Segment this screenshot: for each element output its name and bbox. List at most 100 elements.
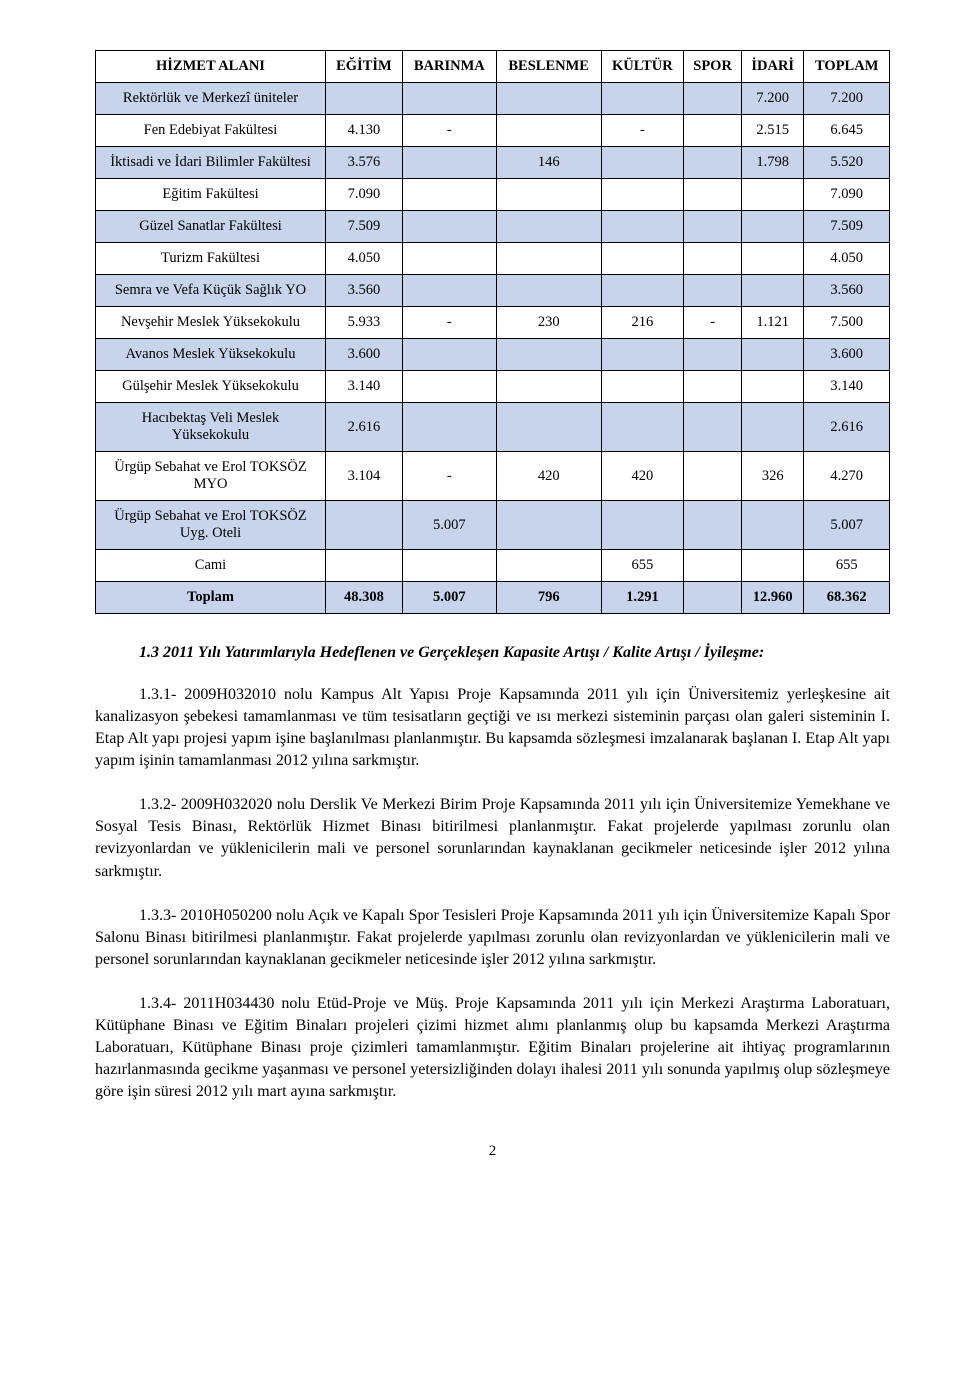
table-cell: 3.140 — [804, 371, 890, 403]
table-header-row: HİZMET ALANI EĞİTİM BARINMA BESLENME KÜL… — [96, 51, 890, 83]
table-cell — [402, 179, 496, 211]
table-cell: 1.121 — [742, 307, 804, 339]
table-cell — [496, 339, 601, 371]
table-cell — [601, 371, 684, 403]
table-cell — [496, 243, 601, 275]
table-cell: Ürgüp Sebahat ve Erol TOKSÖZ MYO — [96, 452, 326, 501]
table-cell: 3.560 — [326, 275, 403, 307]
table-cell — [742, 550, 804, 582]
table-cell: - — [402, 115, 496, 147]
table-cell: Gülşehir Meslek Yüksekokulu — [96, 371, 326, 403]
th-beslenme: BESLENME — [496, 51, 601, 83]
table-cell: - — [402, 307, 496, 339]
table-cell — [402, 211, 496, 243]
table-cell — [496, 83, 601, 115]
table-row: Semra ve Vefa Küçük Sağlık YO3.5603.560 — [96, 275, 890, 307]
table-row: Cami 655 655 — [96, 550, 890, 582]
table-cell: 655 — [804, 550, 890, 582]
section-heading: 1.3 2011 Yılı Yatırımlarıyla Hedeflenen … — [95, 644, 890, 662]
paragraph-1: 1.3.1- 2009H032010 nolu Kampus Alt Yapıs… — [95, 684, 890, 772]
table-row: Turizm Fakültesi4.0504.050 — [96, 243, 890, 275]
table-cell — [742, 211, 804, 243]
table-cell: 7.500 — [804, 307, 890, 339]
table-cell: 4.050 — [326, 243, 403, 275]
table-cell — [496, 179, 601, 211]
table-cell — [402, 147, 496, 179]
table-cell: Nevşehir Meslek Yüksekokulu — [96, 307, 326, 339]
table-cell: Fen Edebiyat Fakültesi — [96, 115, 326, 147]
table-cell: Toplam — [96, 582, 326, 614]
table-cell — [684, 275, 742, 307]
th-spor: SPOR — [684, 51, 742, 83]
table-cell: Ürgüp Sebahat ve Erol TOKSÖZ Uyg. Oteli — [96, 501, 326, 550]
table-cell: 5.007 — [804, 501, 890, 550]
table-cell: Güzel Sanatlar Fakültesi — [96, 211, 326, 243]
table-cell: 48.308 — [326, 582, 403, 614]
table-cell: 7.200 — [742, 83, 804, 115]
table-cell: 4.050 — [804, 243, 890, 275]
table-cell — [684, 371, 742, 403]
table-cell: 655 — [601, 550, 684, 582]
table-cell — [742, 403, 804, 452]
table-cell — [742, 275, 804, 307]
table-row: Eğitim Fakültesi7.0907.090 — [96, 179, 890, 211]
table-row: İktisadi ve İdari Bilimler Fakültesi3.57… — [96, 147, 890, 179]
table-cell — [742, 179, 804, 211]
table-cell: Avanos Meslek Yüksekokulu — [96, 339, 326, 371]
table-cell: 796 — [496, 582, 601, 614]
table-cell: Semra ve Vefa Küçük Sağlık YO — [96, 275, 326, 307]
table-cell: Rektörlük ve Merkezî üniteler — [96, 83, 326, 115]
th-idari: İDARİ — [742, 51, 804, 83]
table-cell — [742, 243, 804, 275]
table-row: Rektörlük ve Merkezî üniteler 7.2007.200 — [96, 83, 890, 115]
table-cell: 7.509 — [804, 211, 890, 243]
table-cell — [326, 501, 403, 550]
th-toplam: TOPLAM — [804, 51, 890, 83]
table-cell: 420 — [496, 452, 601, 501]
table-cell — [742, 501, 804, 550]
table-cell — [496, 371, 601, 403]
table-cell — [684, 83, 742, 115]
table-cell — [496, 115, 601, 147]
table-row: Gülşehir Meslek Yüksekokulu3.1403.140 — [96, 371, 890, 403]
table-cell — [684, 403, 742, 452]
table-cell — [601, 83, 684, 115]
table-cell — [496, 211, 601, 243]
table-cell — [601, 243, 684, 275]
table-row: Toplam48.3085.0077961.29112.96068.362 — [96, 582, 890, 614]
table-cell: 3.600 — [804, 339, 890, 371]
page-number: 2 — [95, 1143, 890, 1160]
table-cell: 3.600 — [326, 339, 403, 371]
th-kultur: KÜLTÜR — [601, 51, 684, 83]
table-cell: 1.291 — [601, 582, 684, 614]
table-cell: - — [402, 452, 496, 501]
table-cell: 7.200 — [804, 83, 890, 115]
table-cell — [684, 211, 742, 243]
table-cell: 7.090 — [326, 179, 403, 211]
table-cell: 5.007 — [402, 582, 496, 614]
table-cell: Cami — [96, 550, 326, 582]
table-cell — [684, 179, 742, 211]
th-hizmet: HİZMET ALANI — [96, 51, 326, 83]
table-cell — [601, 179, 684, 211]
paragraph-3: 1.3.3- 2010H050200 nolu Açık ve Kapalı S… — [95, 905, 890, 971]
table-cell — [684, 147, 742, 179]
table-cell: 6.645 — [804, 115, 890, 147]
table-cell: İktisadi ve İdari Bilimler Fakültesi — [96, 147, 326, 179]
table-cell: 1.798 — [742, 147, 804, 179]
paragraph-4: 1.3.4- 2011H034430 nolu Etüd-Proje ve Mü… — [95, 993, 890, 1103]
service-area-table: HİZMET ALANI EĞİTİM BARINMA BESLENME KÜL… — [95, 50, 890, 614]
table-row: Ürgüp Sebahat ve Erol TOKSÖZ Uyg. Oteli 5… — [96, 501, 890, 550]
table-cell — [402, 83, 496, 115]
table-row: Ürgüp Sebahat ve Erol TOKSÖZ MYO3.104-42… — [96, 452, 890, 501]
table-row: Fen Edebiyat Fakültesi4.130--2.5156.645 — [96, 115, 890, 147]
table-cell — [496, 501, 601, 550]
paragraph-2: 1.3.2- 2009H032020 nolu Derslik Ve Merke… — [95, 794, 890, 882]
table-cell — [601, 339, 684, 371]
table-cell — [684, 501, 742, 550]
table-cell — [742, 339, 804, 371]
table-cell: 7.090 — [804, 179, 890, 211]
table-cell: 420 — [601, 452, 684, 501]
table-cell — [402, 371, 496, 403]
table-cell: 2.616 — [804, 403, 890, 452]
